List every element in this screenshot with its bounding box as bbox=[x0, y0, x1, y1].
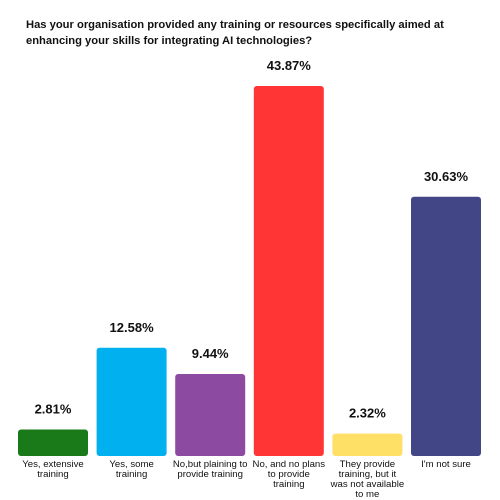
value-label-2: 12.58% bbox=[110, 320, 155, 335]
chart-title: Has your organisation provided any train… bbox=[26, 19, 444, 47]
bar-1 bbox=[18, 429, 88, 456]
bar-5 bbox=[332, 433, 403, 456]
value-label-6: 30.63% bbox=[424, 169, 469, 184]
category-label-6: I'm not sure bbox=[421, 459, 471, 470]
value-label-3: 9.44% bbox=[192, 346, 229, 361]
value-label-1: 2.81% bbox=[35, 402, 72, 417]
value-label-4: 43.87% bbox=[267, 58, 312, 73]
bar-2 bbox=[96, 347, 167, 456]
category-label-4: No, and no plans to provide training bbox=[252, 459, 326, 490]
value-label-5: 2.32% bbox=[349, 406, 386, 421]
bar-6 bbox=[411, 196, 481, 457]
category-label-2: Yes, some training bbox=[109, 459, 154, 480]
category-label-3: No,but plaining to provide training bbox=[172, 459, 248, 480]
category-label-1: Yes, extensive training bbox=[22, 459, 84, 480]
category-label-5: They provide training, but it was not av… bbox=[330, 459, 405, 500]
bar-3 bbox=[175, 374, 246, 456]
bar-4 bbox=[253, 86, 324, 456]
